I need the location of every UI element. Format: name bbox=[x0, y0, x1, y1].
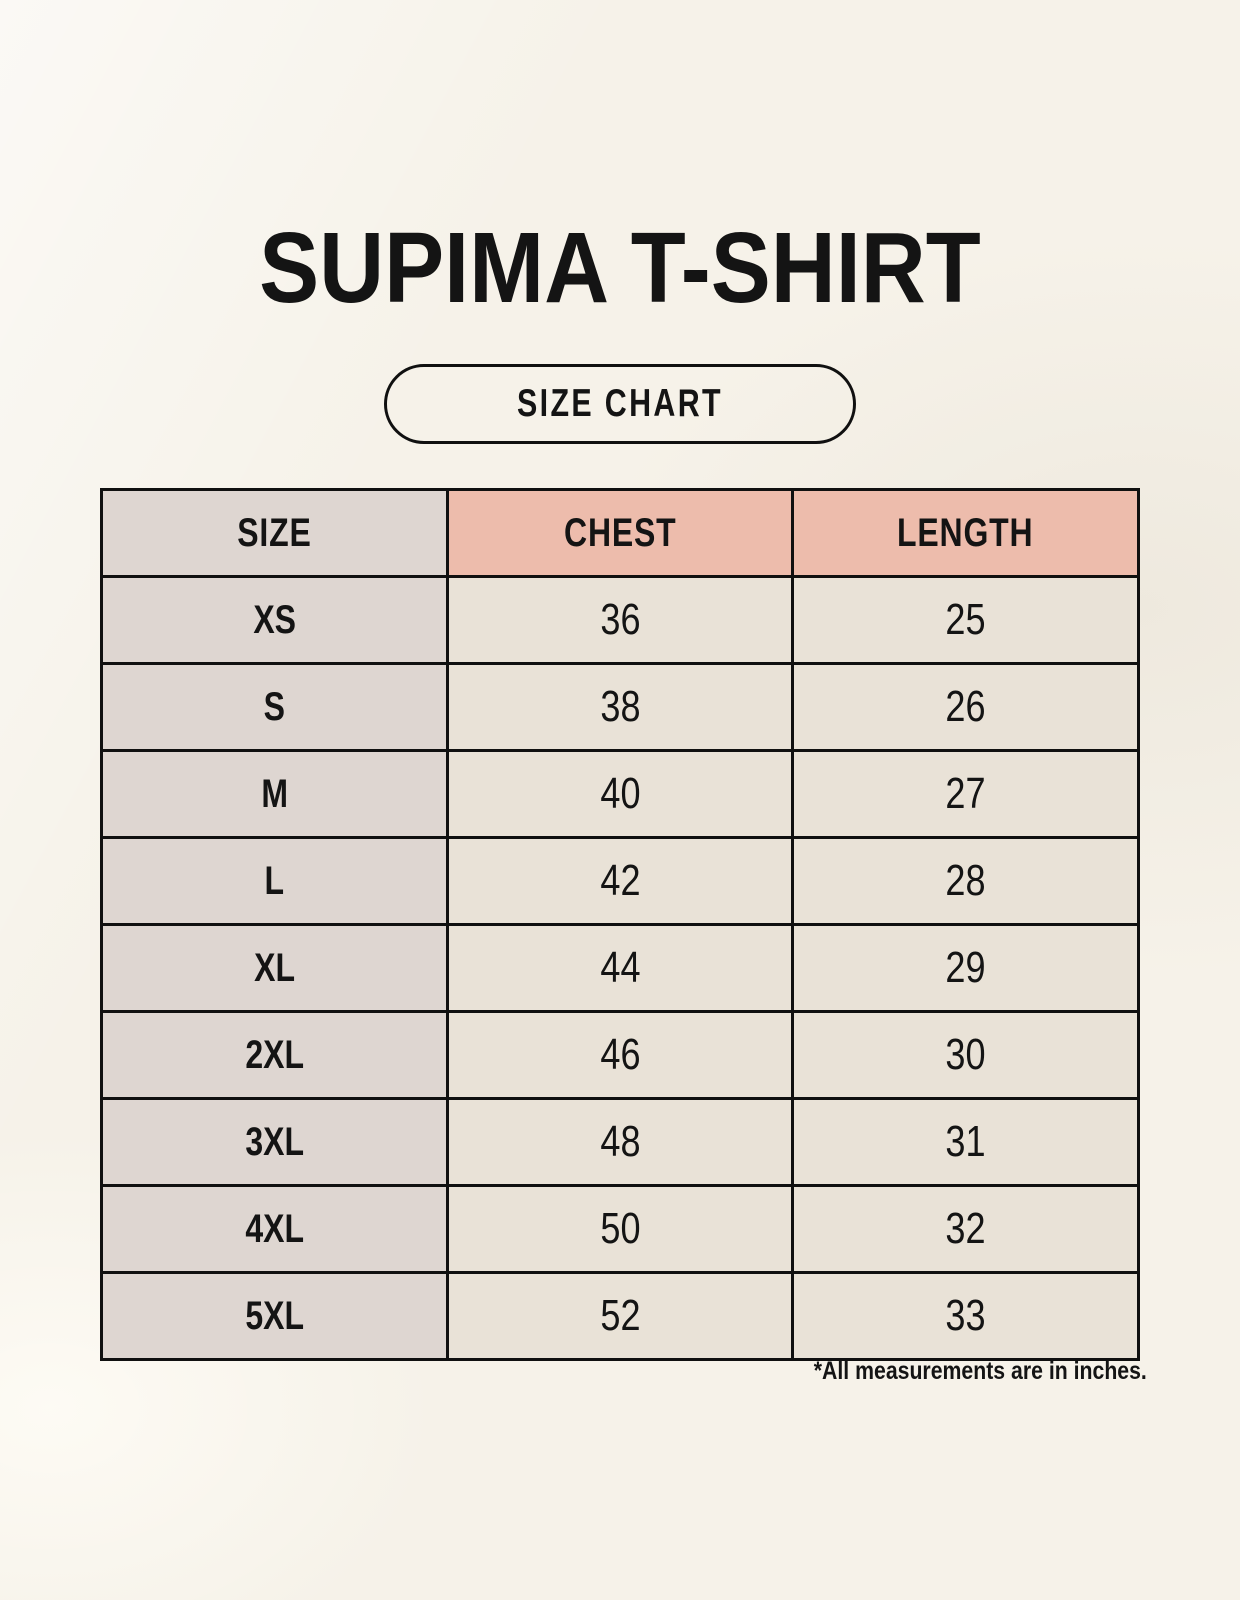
size-cell: XL bbox=[100, 923, 449, 1013]
length-cell-text: 28 bbox=[945, 856, 986, 905]
size-chart-button[interactable]: SIZE CHART bbox=[384, 364, 856, 444]
length-cell: 33 bbox=[791, 1271, 1140, 1361]
size-chart-button-label: SIZE CHART bbox=[517, 382, 723, 425]
size-table-header: SIZE CHEST LENGTH bbox=[100, 488, 1140, 578]
chest-cell-text: 38 bbox=[599, 682, 641, 731]
column-header-length: LENGTH bbox=[791, 488, 1140, 578]
chest-cell-text: 42 bbox=[599, 856, 641, 905]
size-cell-text: XL bbox=[253, 945, 295, 990]
table-row: 2XL 46 30 bbox=[100, 1010, 1140, 1100]
chest-cell-text: 44 bbox=[599, 943, 641, 992]
length-cell-text: 25 bbox=[945, 595, 986, 644]
table-row: L 42 28 bbox=[100, 836, 1140, 926]
size-cell: L bbox=[100, 836, 449, 926]
length-cell: 31 bbox=[791, 1097, 1140, 1187]
chest-cell: 50 bbox=[445, 1184, 795, 1274]
column-header-size-text: SIZE bbox=[237, 510, 312, 555]
size-cell-text: 5XL bbox=[244, 1293, 304, 1338]
size-cell: 3XL bbox=[100, 1097, 449, 1187]
page-title: SUPIMA T-SHIRT bbox=[0, 218, 1240, 318]
chest-cell: 42 bbox=[445, 836, 795, 926]
size-cell-text: XS bbox=[252, 597, 296, 642]
chest-cell-text: 48 bbox=[599, 1117, 641, 1166]
length-cell: 32 bbox=[791, 1184, 1140, 1274]
size-cell-text: M bbox=[260, 771, 288, 816]
size-cell-text: 4XL bbox=[244, 1206, 304, 1251]
chest-cell: 36 bbox=[445, 575, 795, 665]
length-cell-text: 26 bbox=[945, 682, 986, 731]
table-row: 3XL 48 31 bbox=[100, 1097, 1140, 1187]
page-title-text: SUPIMA T-SHIRT bbox=[259, 212, 981, 324]
length-cell: 29 bbox=[791, 923, 1140, 1013]
size-cell: 2XL bbox=[100, 1010, 449, 1100]
length-cell-text: 31 bbox=[945, 1117, 986, 1166]
column-header-chest-text: CHEST bbox=[563, 510, 677, 555]
column-header-chest: CHEST bbox=[445, 488, 795, 578]
header-row: SIZE CHEST LENGTH bbox=[100, 488, 1140, 578]
length-cell-text: 29 bbox=[945, 943, 986, 992]
measurements-note: *All measurements are in inches. bbox=[755, 1356, 1147, 1386]
chest-cell: 48 bbox=[445, 1097, 795, 1187]
length-cell: 25 bbox=[791, 575, 1140, 665]
column-header-length-text: LENGTH bbox=[897, 510, 1034, 555]
chest-cell-text: 46 bbox=[599, 1030, 641, 1079]
chest-cell: 52 bbox=[445, 1271, 795, 1361]
size-cell: XS bbox=[100, 575, 449, 665]
chest-cell-text: 52 bbox=[599, 1291, 641, 1340]
column-header-size: SIZE bbox=[100, 488, 449, 578]
length-cell-text: 27 bbox=[945, 769, 986, 818]
table-row: XS 36 25 bbox=[100, 575, 1140, 665]
chest-cell: 38 bbox=[445, 662, 795, 752]
table-row: XL 44 29 bbox=[100, 923, 1140, 1013]
size-cell: S bbox=[100, 662, 449, 752]
length-cell-text: 32 bbox=[945, 1204, 986, 1253]
chest-cell-text: 50 bbox=[599, 1204, 641, 1253]
table-row: 4XL 50 32 bbox=[100, 1184, 1140, 1274]
table-row: 5XL 52 33 bbox=[100, 1271, 1140, 1361]
length-cell: 28 bbox=[791, 836, 1140, 926]
table-row: S 38 26 bbox=[100, 662, 1140, 752]
length-cell-text: 33 bbox=[945, 1291, 986, 1340]
table-row: M 40 27 bbox=[100, 749, 1140, 839]
chest-cell: 46 bbox=[445, 1010, 795, 1100]
length-cell: 27 bbox=[791, 749, 1140, 839]
chest-cell: 40 bbox=[445, 749, 795, 839]
size-cell: 5XL bbox=[100, 1271, 449, 1361]
chest-cell-text: 40 bbox=[599, 769, 641, 818]
length-cell: 30 bbox=[791, 1010, 1140, 1100]
size-cell-text: S bbox=[263, 684, 286, 729]
measurements-note-text: *All measurements are in inches. bbox=[813, 1357, 1147, 1385]
size-cell-text: L bbox=[264, 858, 285, 903]
size-cell-text: 3XL bbox=[244, 1119, 304, 1164]
size-cell: M bbox=[100, 749, 449, 839]
size-table: SIZE CHEST LENGTH XS 36 25 S 38 26 M 40 27 L 42 28 X… bbox=[100, 488, 1140, 1361]
size-cell: 4XL bbox=[100, 1184, 449, 1274]
size-table-body: XS 36 25 S 38 26 M 40 27 L 42 28 XL 44 29 2XL 46 30 3XL 48 3… bbox=[100, 575, 1140, 1361]
length-cell: 26 bbox=[791, 662, 1140, 752]
length-cell-text: 30 bbox=[945, 1030, 986, 1079]
chest-cell: 44 bbox=[445, 923, 795, 1013]
chest-cell-text: 36 bbox=[599, 595, 641, 644]
size-cell-text: 2XL bbox=[244, 1032, 304, 1077]
